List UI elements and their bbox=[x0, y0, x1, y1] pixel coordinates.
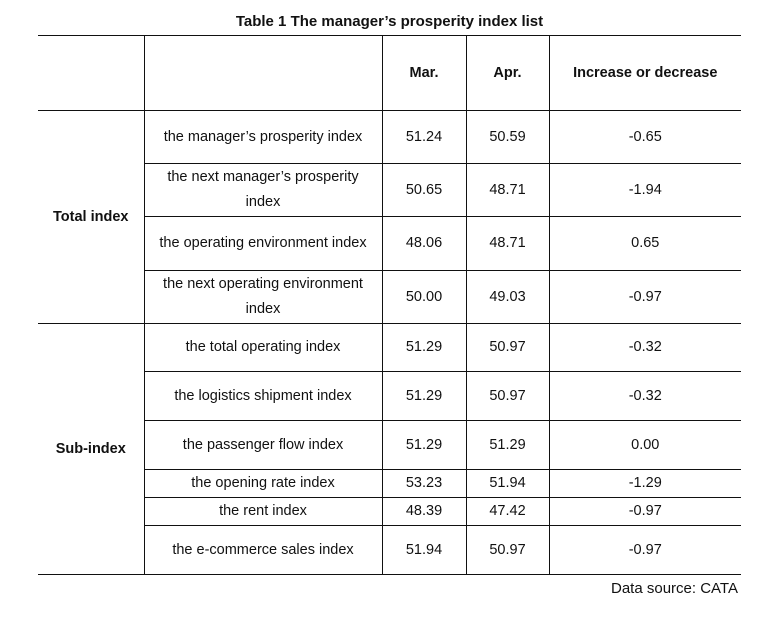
row-name: the total operating index bbox=[143, 323, 383, 372]
row-mar: 48.39 bbox=[381, 497, 467, 526]
row-name: the manager’s prosperity index bbox=[143, 110, 383, 164]
row-name: the passenger flow index bbox=[144, 420, 383, 470]
row-change: -0.97 bbox=[548, 270, 741, 324]
row-mar: 51.94 bbox=[381, 525, 467, 575]
row-name: the e-commerce sales index bbox=[144, 525, 383, 575]
row-apr: 51.94 bbox=[465, 469, 550, 498]
row-apr: 50.97 bbox=[465, 323, 550, 372]
header-group-cell bbox=[38, 35, 145, 111]
row-mar: 51.29 bbox=[381, 323, 467, 372]
row-apr: 49.03 bbox=[465, 270, 550, 324]
row-name: the operating environment index bbox=[144, 216, 383, 271]
row-apr: 50.97 bbox=[465, 525, 550, 575]
row-name: the rent index bbox=[144, 497, 383, 526]
row-name: the logistics shipment index bbox=[144, 371, 383, 421]
row-mar: 50.00 bbox=[381, 270, 467, 324]
row-apr: 48.71 bbox=[465, 216, 550, 271]
row-change: -1.94 bbox=[548, 163, 741, 217]
row-mar: 53.23 bbox=[381, 469, 467, 498]
table-row: the logistics shipment index 51.29 50.97… bbox=[38, 371, 741, 421]
header-name-cell bbox=[143, 35, 383, 111]
row-apr: 50.97 bbox=[465, 371, 550, 421]
row-mar: 48.06 bbox=[381, 216, 467, 271]
table-row: the e-commerce sales index 51.94 50.97 -… bbox=[38, 525, 741, 575]
table-title: Table 1 The manager’s prosperity index l… bbox=[235, 13, 544, 30]
row-name: the next operating environment index bbox=[144, 270, 383, 324]
group-sub-index: Sub-index bbox=[38, 323, 145, 575]
row-change: 0.65 bbox=[548, 216, 741, 271]
group-total-index: Total index bbox=[38, 110, 145, 324]
prosperity-index-table: Mar. Apr. Increase or decrease Total ind… bbox=[38, 35, 741, 575]
table-row: the next operating environment index 50.… bbox=[38, 270, 741, 324]
table-row: the rent index 48.39 47.42 -0.97 bbox=[38, 497, 741, 526]
row-apr: 50.59 bbox=[465, 110, 550, 164]
row-name: the next manager’s prosperity index bbox=[144, 163, 383, 217]
row-change: -0.32 bbox=[548, 371, 741, 421]
row-mar: 50.65 bbox=[381, 163, 467, 217]
row-change: -0.97 bbox=[548, 525, 741, 575]
table-row: the passenger flow index 51.29 51.29 0.0… bbox=[38, 420, 741, 470]
row-apr: 47.42 bbox=[465, 497, 550, 526]
data-source-note: Data source: CATA bbox=[611, 580, 738, 597]
header-row: Mar. Apr. Increase or decrease bbox=[38, 35, 741, 111]
row-change: -1.29 bbox=[548, 469, 741, 498]
header-apr: Apr. bbox=[465, 35, 550, 111]
row-change: -0.97 bbox=[548, 497, 741, 526]
row-name: the opening rate index bbox=[144, 469, 383, 498]
row-apr: 48.71 bbox=[465, 163, 550, 217]
header-change: Increase or decrease bbox=[548, 35, 741, 111]
table-row: the operating environment index 48.06 48… bbox=[38, 216, 741, 271]
row-mar: 51.29 bbox=[381, 371, 467, 421]
row-change: 0.00 bbox=[548, 420, 741, 470]
table-row: Total index the manager’s prosperity ind… bbox=[38, 110, 741, 324]
row-change: -0.65 bbox=[548, 110, 741, 164]
table-row: Sub-index the total operating index 51.2… bbox=[38, 323, 741, 575]
row-apr: 51.29 bbox=[465, 420, 550, 470]
table-row: the next manager’s prosperity index 50.6… bbox=[38, 163, 741, 217]
row-change: -0.32 bbox=[548, 323, 741, 372]
header-mar: Mar. bbox=[381, 35, 467, 111]
table-row: the opening rate index 53.23 51.94 -1.29 bbox=[38, 469, 741, 498]
row-mar: 51.24 bbox=[381, 110, 467, 164]
row-mar: 51.29 bbox=[381, 420, 467, 470]
